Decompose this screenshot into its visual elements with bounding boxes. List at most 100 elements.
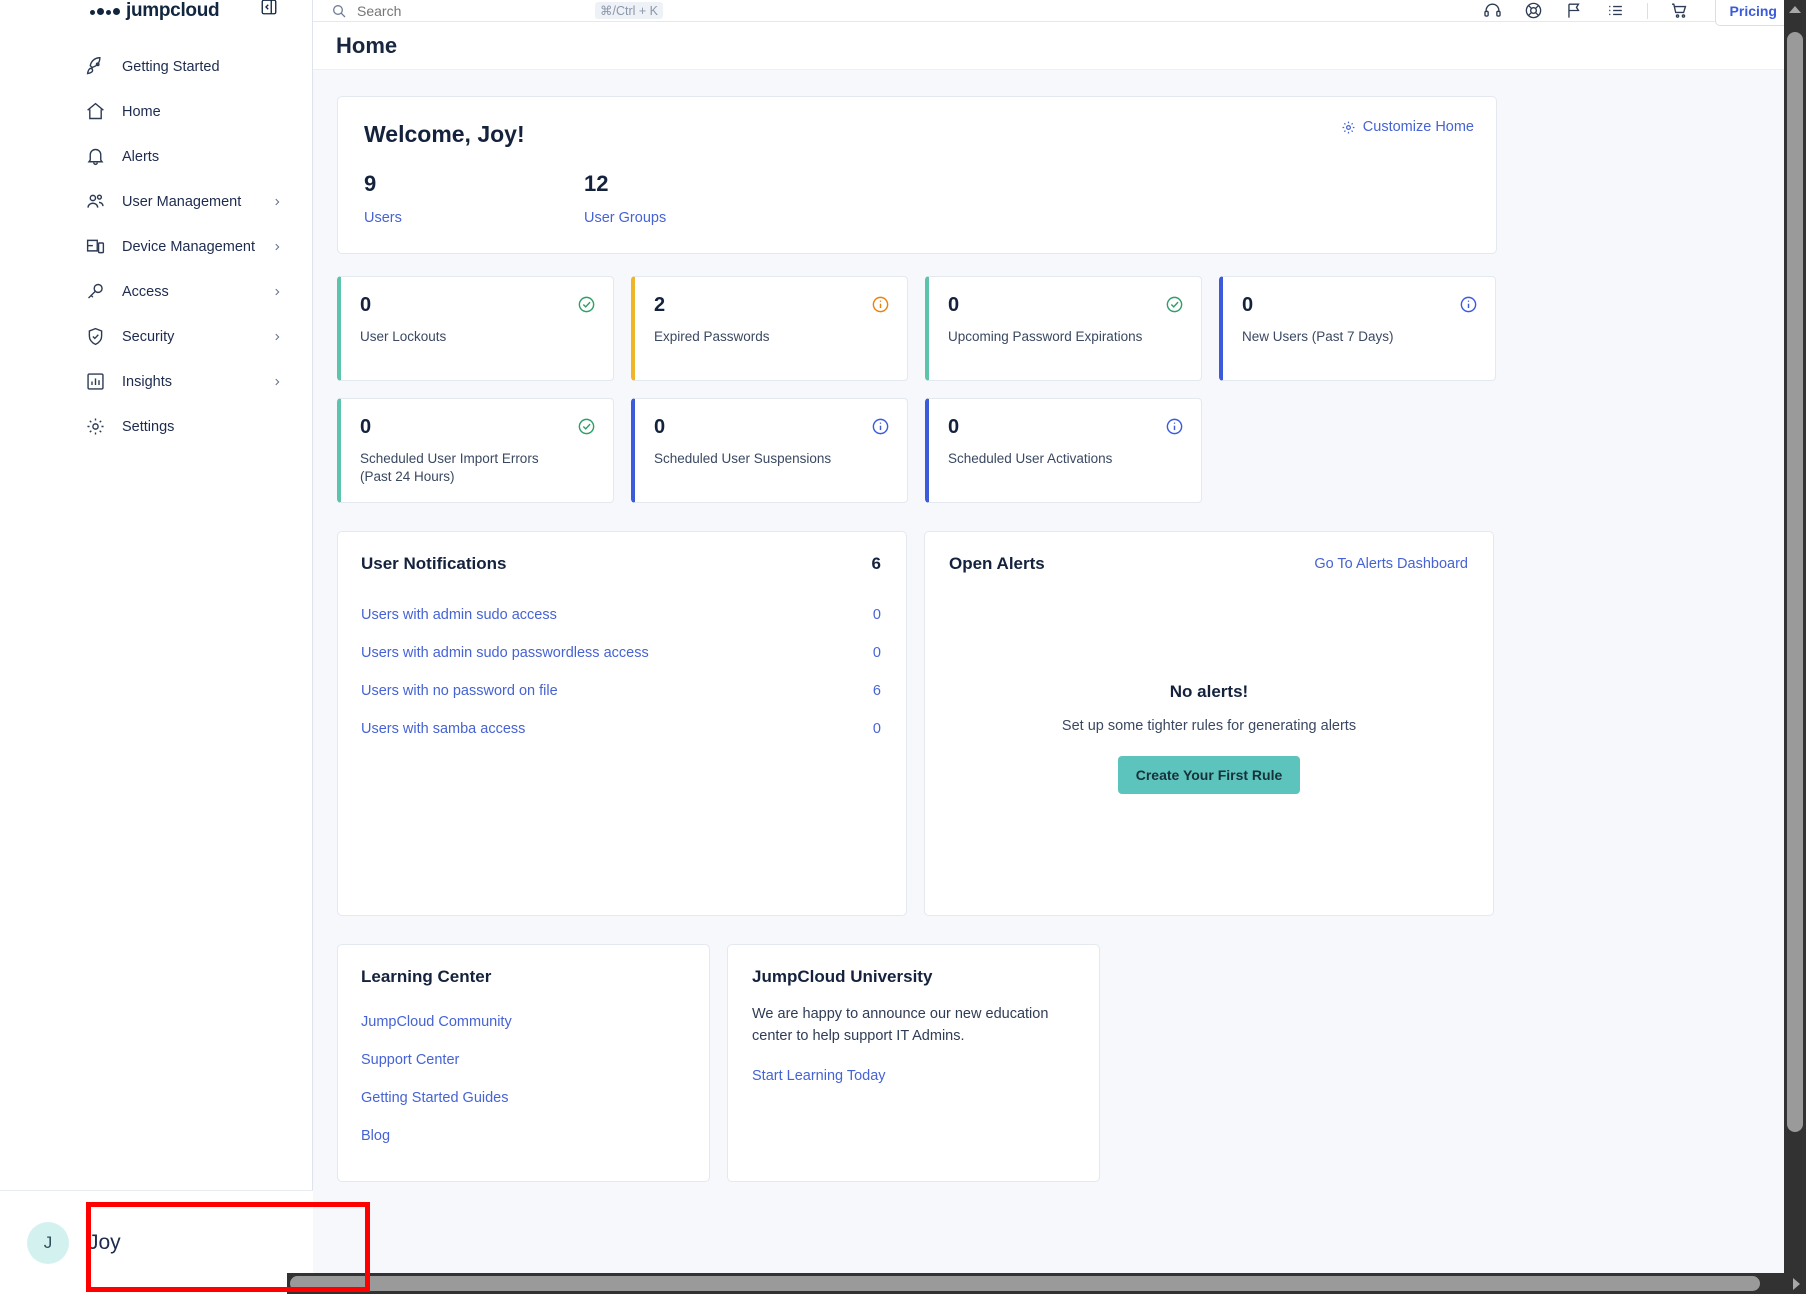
sidebar-item-access[interactable]: Access: [84, 269, 312, 314]
jumpcloud-cloud-icon: [90, 7, 120, 15]
stat-label: Scheduled User Import Errors (Past 24 Ho…: [360, 451, 539, 484]
stat-label: Scheduled User Activations: [948, 451, 1113, 467]
info-circle-icon: [872, 418, 889, 435]
search-input[interactable]: [357, 2, 587, 19]
list-item[interactable]: Users with no password on file 6: [361, 672, 881, 710]
stat-card-new-users[interactable]: 0 New Users (Past 7 Days): [1219, 276, 1496, 382]
device-icon: [84, 236, 106, 258]
jumpcloud-university-card: JumpCloud University We are happy to ann…: [727, 944, 1100, 1183]
sidebar-item-security[interactable]: Security: [84, 314, 312, 359]
collapse-sidebar-icon[interactable]: [260, 0, 278, 16]
brand-logo[interactable]: jumpcloud: [84, 0, 312, 22]
stat-label: New Users (Past 7 Days): [1242, 329, 1394, 345]
stat-label: Expired Passwords: [654, 329, 770, 345]
headset-icon[interactable]: [1483, 1, 1502, 20]
shopping-cart-icon[interactable]: [1670, 1, 1689, 20]
sidebar-item-device-management[interactable]: Device Management: [84, 224, 312, 269]
stat-cards-row-2: 0 Scheduled User Import Errors (Past 24 …: [337, 398, 1497, 504]
check-circle-icon: [578, 296, 595, 313]
rocket-icon: [84, 56, 106, 78]
info-circle-icon: [872, 296, 889, 313]
horizontal-scrollbar[interactable]: [287, 1273, 1806, 1294]
getting-started-guides-link[interactable]: Getting Started Guides: [361, 1090, 509, 1107]
pricing-button[interactable]: Pricing: [1714, 0, 1792, 26]
page-title: Home: [336, 32, 398, 58]
sidebar-item-getting-started[interactable]: Getting Started: [84, 44, 312, 89]
stat-value: 9: [364, 171, 377, 196]
stat-card-upcoming-password-expirations[interactable]: 0 Upcoming Password Expirations: [925, 276, 1202, 382]
stat-value: 0: [360, 294, 372, 317]
notification-count: 0: [872, 645, 881, 662]
check-circle-icon: [578, 418, 595, 435]
list-checklist-icon[interactable]: [1606, 1, 1625, 20]
gear-icon: [84, 416, 106, 438]
sidebar-item-alerts[interactable]: Alerts: [84, 134, 312, 179]
main-area: ⌘/Ctrl + K: [313, 0, 1806, 1294]
sidebar-item-label: Home: [122, 103, 161, 120]
panel-title: User Notifications: [361, 554, 507, 574]
sidebar-item-label: Alerts: [122, 148, 160, 165]
stat-label: Scheduled User Suspensions: [654, 451, 832, 467]
horizontal-scrollbar-thumb[interactable]: [290, 1276, 1760, 1291]
sidebar-item-label: Insights: [122, 373, 172, 390]
go-to-alerts-dashboard-link[interactable]: Go To Alerts Dashboard: [1314, 556, 1468, 573]
start-learning-today-link[interactable]: Start Learning Today: [752, 1067, 886, 1084]
stat-cards-row-1: 0 User Lockouts 2 Expired Passwords: [337, 276, 1497, 382]
support-center-link[interactable]: Support Center: [361, 1052, 460, 1069]
toolbar-divider: [1646, 2, 1648, 19]
scroll-right-arrow-icon[interactable]: [1793, 1278, 1800, 1290]
chevron-right-icon: [275, 198, 280, 205]
customize-home-label: Customize Home: [1362, 119, 1474, 135]
blog-link[interactable]: Blog: [361, 1128, 391, 1145]
sidebar-item-home[interactable]: Home: [84, 89, 312, 134]
notification-count: 0: [872, 607, 881, 624]
global-search[interactable]: ⌘/Ctrl + K: [331, 2, 1483, 19]
vertical-scrollbar-thumb[interactable]: [1787, 32, 1803, 1132]
sidebar-item-label: Getting Started: [122, 58, 220, 75]
sidebar-item-insights[interactable]: Insights: [84, 359, 312, 404]
welcome-title: Welcome, Joy!: [364, 121, 525, 147]
welcome-stat-user-groups: 12 User Groups: [584, 171, 804, 227]
notification-label: Users with samba access: [361, 721, 526, 738]
list-item[interactable]: Users with admin sudo passwordless acces…: [361, 634, 881, 672]
search-shortcut-hint: ⌘/Ctrl + K: [595, 2, 663, 19]
stat-card-scheduled-user-suspensions[interactable]: 0 Scheduled User Suspensions: [631, 398, 908, 504]
gear-icon: [1342, 121, 1355, 133]
stat-card-user-lockouts[interactable]: 0 User Lockouts: [337, 276, 614, 382]
welcome-stat-users: 9 Users: [364, 171, 584, 227]
list-item[interactable]: Users with samba access 0: [361, 710, 881, 748]
lifebuoy-icon[interactable]: [1524, 1, 1543, 20]
list-item[interactable]: Users with admin sudo access 0: [361, 596, 881, 634]
sidebar-item-user-management[interactable]: User Management: [84, 179, 312, 224]
panel-title: Open Alerts: [949, 554, 1045, 574]
sidebar-item-label: Security: [122, 328, 175, 345]
jumpcloud-community-link[interactable]: JumpCloud Community: [361, 1014, 512, 1031]
vertical-scrollbar[interactable]: [1784, 0, 1806, 1294]
stat-card-expired-passwords[interactable]: 2 Expired Passwords: [631, 276, 908, 382]
notification-label: Users with no password on file: [361, 683, 558, 700]
user-profile-button[interactable]: J Joy: [0, 1190, 327, 1294]
flag-icon[interactable]: [1565, 1, 1584, 20]
stat-value: 12: [584, 171, 609, 196]
empty-title: No alerts!: [1169, 682, 1249, 702]
learning-links: JumpCloud Community Support Center Getti…: [361, 1003, 685, 1155]
stat-card-scheduled-user-import-errors[interactable]: 0 Scheduled User Import Errors (Past 24 …: [337, 398, 614, 504]
panel-header: Open Alerts Go To Alerts Dashboard: [949, 554, 1468, 574]
users-link[interactable]: Users: [364, 210, 402, 227]
stat-card-scheduled-user-activations[interactable]: 0 Scheduled User Activations: [925, 398, 1202, 504]
chevron-right-icon: [275, 288, 280, 295]
create-first-rule-button[interactable]: Create Your First Rule: [1117, 756, 1301, 795]
sidebar-nav: Getting Started Home: [84, 44, 312, 449]
sidebar-item-settings[interactable]: Settings: [84, 404, 312, 449]
scroll-up-arrow-icon[interactable]: [1789, 6, 1801, 13]
user-groups-link[interactable]: User Groups: [584, 210, 667, 227]
empty-subtitle: Set up some tighter rules for generating…: [1061, 718, 1357, 735]
check-circle-icon: [1166, 296, 1183, 313]
top-bar: ⌘/Ctrl + K: [313, 0, 1806, 26]
top-bar-icons: Pricing: [1483, 0, 1806, 26]
card-title: JumpCloud University: [752, 967, 933, 987]
panel-count: 6: [871, 554, 881, 574]
page-header: Home: [313, 22, 1806, 70]
customize-home-button[interactable]: Customize Home: [1341, 119, 1474, 135]
